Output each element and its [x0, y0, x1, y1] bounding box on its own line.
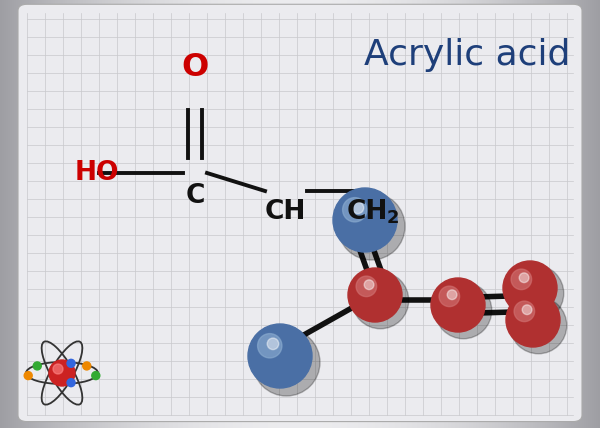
Circle shape: [364, 280, 374, 290]
Circle shape: [333, 188, 397, 252]
Text: Acrylic acid: Acrylic acid: [364, 38, 570, 72]
Circle shape: [506, 293, 560, 347]
Circle shape: [53, 364, 63, 374]
Circle shape: [514, 301, 535, 321]
Circle shape: [522, 305, 532, 315]
Circle shape: [248, 324, 312, 388]
Circle shape: [356, 276, 377, 297]
Circle shape: [439, 286, 460, 306]
Circle shape: [257, 333, 282, 358]
Circle shape: [338, 193, 405, 260]
Circle shape: [519, 273, 529, 282]
Circle shape: [431, 278, 485, 332]
Text: 2: 2: [387, 209, 399, 227]
Circle shape: [253, 329, 320, 396]
Circle shape: [67, 360, 75, 367]
Circle shape: [352, 272, 409, 329]
Circle shape: [352, 202, 364, 214]
Text: CH: CH: [346, 199, 388, 225]
Circle shape: [83, 362, 91, 370]
Circle shape: [49, 360, 75, 386]
Circle shape: [511, 269, 532, 290]
Text: CH: CH: [265, 199, 305, 225]
Text: C: C: [185, 183, 205, 209]
Circle shape: [348, 268, 402, 322]
Circle shape: [510, 297, 567, 354]
Text: O: O: [181, 52, 209, 83]
Circle shape: [435, 282, 492, 339]
Circle shape: [507, 265, 564, 322]
Circle shape: [67, 379, 75, 386]
Circle shape: [447, 290, 457, 300]
Text: HO: HO: [75, 160, 119, 186]
Circle shape: [24, 372, 32, 380]
Circle shape: [92, 372, 100, 380]
Circle shape: [343, 198, 367, 222]
Circle shape: [267, 338, 279, 350]
Circle shape: [503, 261, 557, 315]
Circle shape: [33, 362, 41, 370]
